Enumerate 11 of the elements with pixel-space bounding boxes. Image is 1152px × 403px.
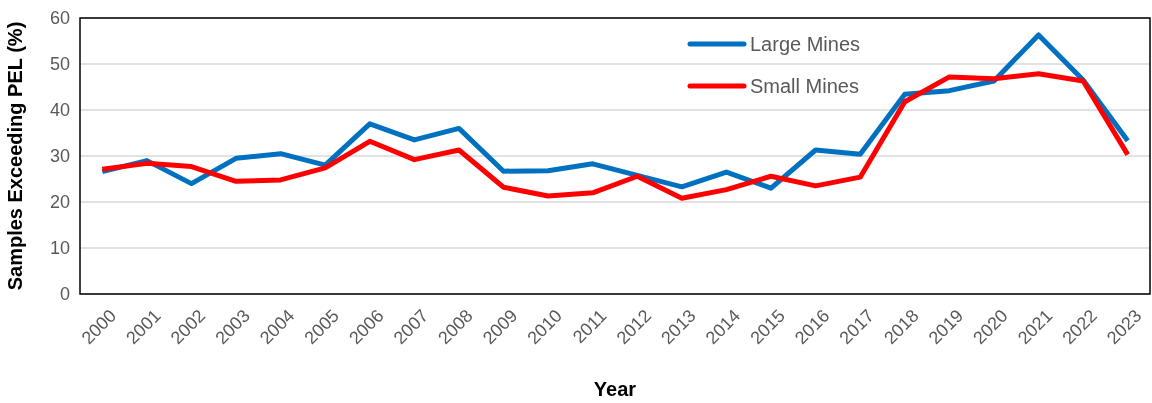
y-axis-title: Samples Exceeding PEL (%) xyxy=(4,21,26,291)
y-tick-label: 30 xyxy=(49,146,70,167)
y-tick-label: 20 xyxy=(49,192,70,213)
y-tick-label: 10 xyxy=(49,238,70,259)
y-tick-label: 40 xyxy=(49,100,70,121)
legend-label: Large Mines xyxy=(750,33,861,55)
x-axis-title: Year xyxy=(593,378,637,400)
legend-label: Small Mines xyxy=(750,75,859,97)
y-tick-label: 0 xyxy=(59,284,70,305)
y-tick-label: 60 xyxy=(49,8,70,29)
y-tick-label: 50 xyxy=(49,54,70,75)
